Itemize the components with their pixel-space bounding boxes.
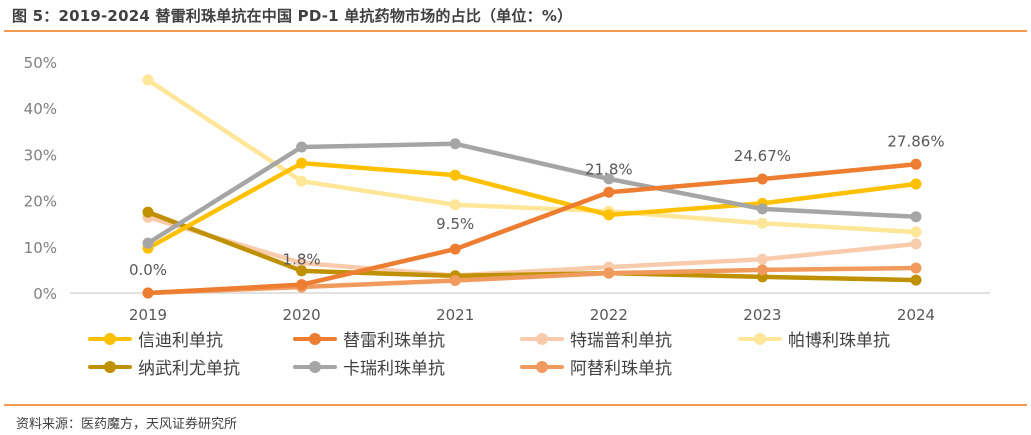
data-label: 24.67%	[734, 147, 791, 165]
data-point-marker	[756, 217, 768, 229]
legend-label: 信迪利单抗	[138, 331, 223, 351]
data-point-marker	[296, 157, 308, 169]
data-point-marker	[449, 199, 461, 211]
legend-item: 帕博利珠单抗	[736, 326, 890, 351]
series-2	[142, 211, 922, 281]
legend-line-marker-icon	[291, 360, 339, 373]
series-line	[145, 160, 919, 251]
data-point-marker	[142, 206, 154, 218]
data-point-marker	[910, 274, 922, 286]
legend-item: 特瑞普利单抗	[518, 326, 672, 351]
data-point-marker	[296, 257, 308, 269]
legend-label: 帕博利珠单抗	[788, 331, 890, 351]
legend-line-marker-icon	[518, 360, 566, 373]
legend-item: 纳武利尤单抗	[86, 354, 240, 379]
data-point-marker	[296, 175, 308, 187]
legend-label: 纳武利尤单抗	[138, 359, 240, 379]
data-point-marker	[603, 267, 615, 279]
x-tick-label: 2023	[743, 306, 781, 324]
data-label: 9.5%	[436, 215, 474, 233]
data-point-marker	[603, 209, 615, 221]
data-point-marker	[756, 173, 768, 185]
legend-label: 阿替利珠单抗	[570, 359, 672, 379]
data-point-marker	[296, 279, 308, 291]
data-point-marker	[910, 211, 922, 223]
legend-item: 信迪利单抗	[86, 326, 223, 351]
data-point-marker	[296, 141, 308, 153]
series-5	[142, 138, 922, 249]
x-tick-label: 2024	[897, 306, 935, 324]
x-tick-label: 2019	[129, 306, 167, 324]
data-point-marker	[603, 186, 615, 198]
source-note: 资料来源：医药魔方，天风证券研究所	[16, 417, 238, 432]
series-line	[145, 141, 919, 246]
legend-item: 卡瑞利珠单抗	[291, 354, 445, 379]
series-1	[142, 158, 922, 299]
legend-item: 替雷利珠单抗	[291, 326, 445, 351]
legend-line-marker-icon	[86, 360, 134, 373]
data-point-marker	[449, 138, 461, 150]
figure-title: 图 5：2019-2024 替雷利珠单抗在中国 PD-1 单抗药物市场的占比（单…	[12, 7, 573, 25]
legend-line-marker-icon	[518, 332, 566, 345]
line-chart: 0%10%20%30%40%50% 2019 2020 2021 2022 2023 20…	[24, 54, 990, 324]
data-point-marker	[910, 262, 922, 274]
x-tick-label: 2022	[590, 306, 628, 324]
data-point-marker	[756, 253, 768, 265]
data-point-marker	[910, 158, 922, 170]
y-tick-label: 0%	[33, 285, 57, 303]
data-point-marker	[296, 265, 308, 277]
legend-line-marker-icon	[291, 332, 339, 345]
data-point-marker	[142, 287, 154, 299]
data-point-marker	[756, 203, 768, 215]
y-tick-label: 10%	[24, 239, 57, 257]
legend-line-marker-icon	[86, 332, 134, 345]
data-point-marker	[910, 226, 922, 238]
series-line	[145, 162, 919, 296]
data-point-marker	[142, 74, 154, 86]
y-tick-label: 50%	[24, 54, 57, 72]
y-tick-label: 20%	[24, 193, 57, 211]
y-tick-label: 40%	[24, 100, 57, 118]
y-tick-label: 30%	[24, 146, 57, 164]
title-divider	[4, 30, 1027, 32]
data-label: 27.86%	[887, 132, 944, 150]
data-label: 0.0%	[129, 261, 167, 279]
x-tick-label: 2020	[283, 306, 321, 324]
footer-divider	[4, 404, 1027, 406]
x-axis: 2019 2020 2021 2022 2023 2024	[129, 306, 935, 324]
data-label: 1.8%	[283, 251, 321, 269]
data-point-marker	[449, 275, 461, 287]
data-point-marker	[756, 264, 768, 276]
legend-item: 阿替利珠单抗	[518, 354, 672, 379]
data-point-marker	[449, 243, 461, 255]
series-line	[145, 209, 919, 283]
series-line	[145, 214, 919, 278]
data-label: 21.8%	[585, 160, 633, 178]
data-point-marker	[603, 173, 615, 185]
x-tick-label: 2021	[436, 306, 474, 324]
data-labels: 0.0% 1.8% 9.5% 21.8% 24.67% 27.86%	[129, 132, 945, 279]
series-layer	[142, 74, 922, 299]
data-point-marker	[910, 178, 922, 190]
legend-line-marker-icon	[736, 332, 784, 345]
legend-label: 替雷利珠单抗	[343, 331, 445, 351]
legend-label: 特瑞普利单抗	[570, 331, 672, 351]
legend-label: 卡瑞利珠单抗	[343, 359, 445, 379]
data-point-marker	[910, 238, 922, 250]
y-axis: 0% 10% 20% 30% 40% 50%	[24, 54, 57, 303]
data-point-marker	[142, 237, 154, 249]
data-point-marker	[449, 169, 461, 181]
